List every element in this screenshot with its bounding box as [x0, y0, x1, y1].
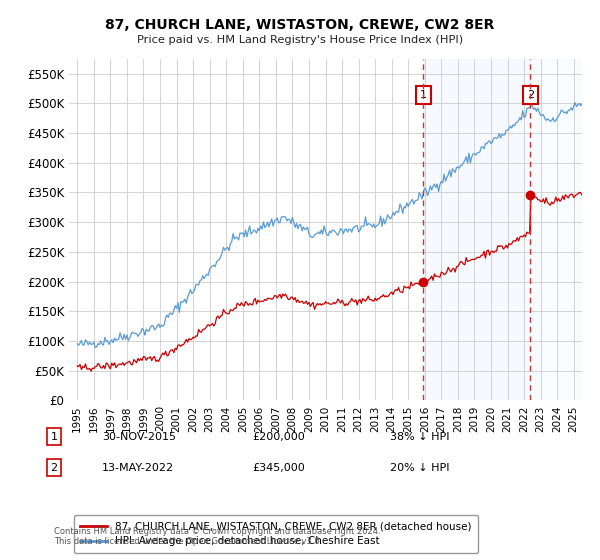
Text: 20% ↓ HPI: 20% ↓ HPI	[390, 463, 449, 473]
Text: 2: 2	[50, 463, 58, 473]
Text: 1: 1	[420, 90, 427, 100]
Text: £345,000: £345,000	[252, 463, 305, 473]
Text: 1: 1	[50, 432, 58, 442]
Text: Contains HM Land Registry data © Crown copyright and database right 2024.
This d: Contains HM Land Registry data © Crown c…	[54, 526, 380, 546]
Text: £200,000: £200,000	[252, 432, 305, 442]
Text: 87, CHURCH LANE, WISTASTON, CREWE, CW2 8ER: 87, CHURCH LANE, WISTASTON, CREWE, CW2 8…	[106, 18, 494, 32]
Legend: 87, CHURCH LANE, WISTASTON, CREWE, CW2 8ER (detached house), HPI: Average price,: 87, CHURCH LANE, WISTASTON, CREWE, CW2 8…	[74, 515, 478, 553]
Text: 38% ↓ HPI: 38% ↓ HPI	[390, 432, 449, 442]
Text: 30-NOV-2015: 30-NOV-2015	[102, 432, 176, 442]
Text: Price paid vs. HM Land Registry's House Price Index (HPI): Price paid vs. HM Land Registry's House …	[137, 35, 463, 45]
Bar	[530, 59, 582, 400]
Text: 2: 2	[527, 90, 534, 100]
Text: 13-MAY-2022: 13-MAY-2022	[102, 463, 174, 473]
Bar	[424, 59, 530, 400]
